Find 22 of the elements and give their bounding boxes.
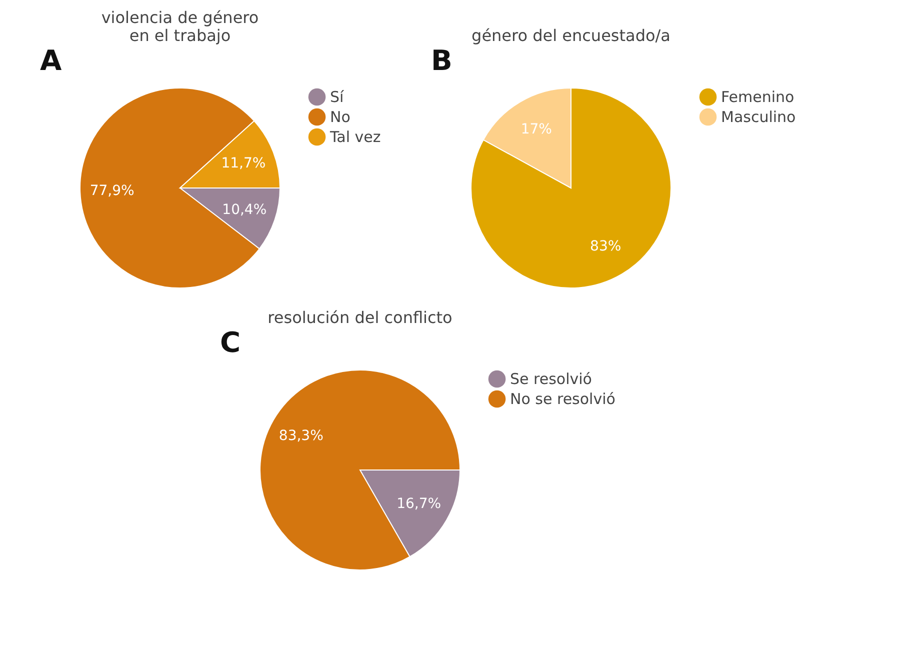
legend-label: Sí xyxy=(330,88,345,106)
data-label: 83,3% xyxy=(278,428,324,444)
legend-label: Tal vez xyxy=(329,128,381,146)
legend-label: No xyxy=(330,108,350,126)
text: B xyxy=(431,44,452,77)
legend-label: Masculino xyxy=(721,108,796,126)
legend-label: Femenino xyxy=(721,88,794,106)
legend-label: Se resolvió xyxy=(510,370,592,388)
chart-title: violencia de género en el trabajo xyxy=(101,8,259,45)
chart-title: género del encuestado/a xyxy=(472,26,670,45)
text: A xyxy=(40,44,62,77)
data-label: 16,7% xyxy=(396,496,442,512)
pie-slice xyxy=(470,88,672,288)
data-label: 77,9% xyxy=(90,182,134,199)
chart-title: resolución del conflicto xyxy=(268,308,452,327)
pie-slice xyxy=(260,370,460,570)
text: C xyxy=(220,326,241,359)
data-label: 83% xyxy=(590,238,622,255)
data-label: 10,4% xyxy=(222,202,267,218)
legend-label: No se resolvió xyxy=(510,390,616,408)
data-label: 17% xyxy=(520,121,552,138)
data-label: 11,7% xyxy=(221,156,266,172)
